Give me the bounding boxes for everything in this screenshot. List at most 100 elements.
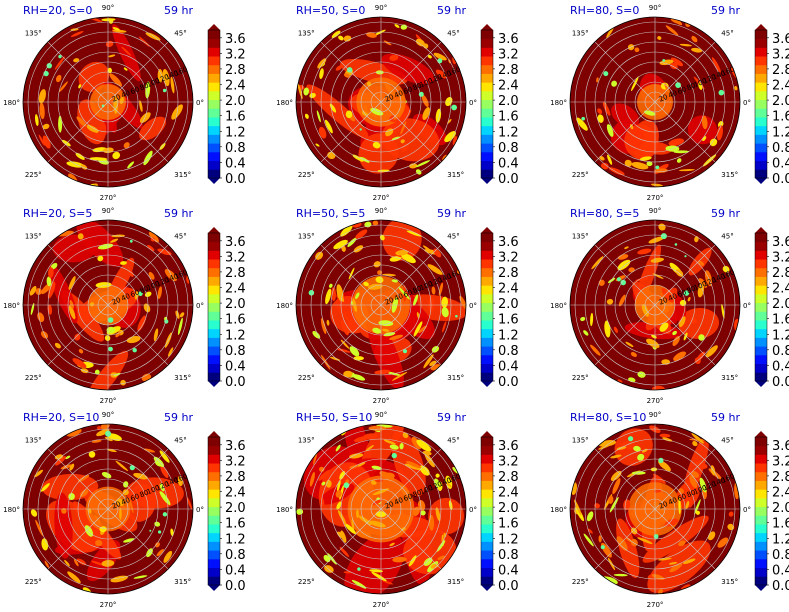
field-streak: [624, 159, 632, 167]
direction-label: 315°: [721, 171, 738, 179]
azimuth-spoke: [107, 41, 169, 103]
azimuth-spoke: [594, 304, 656, 366]
field-streak: [343, 35, 352, 42]
azimuth-spoke: [594, 448, 656, 510]
direction-label: 90°: [649, 4, 661, 12]
field-streak: [147, 244, 155, 252]
colorbar-segment: [208, 497, 220, 508]
colorbar-segment: [208, 47, 220, 57]
field-streak: [315, 143, 320, 147]
direction-label: 270°: [373, 397, 390, 405]
field-streak: [401, 142, 409, 152]
field-streak: [325, 288, 332, 305]
field-streak: [76, 558, 86, 566]
colorbar-tick-label: 2.8: [225, 266, 246, 281]
direction-label: 90°: [375, 4, 387, 12]
polar-frame: [295, 423, 467, 595]
field-streak: [80, 489, 89, 497]
field-streak: [415, 38, 425, 47]
field-streak: [409, 163, 418, 169]
colorbar-tick-label: 2.4: [225, 282, 246, 297]
colorbar-segment: [755, 550, 767, 560]
field-streak: [668, 138, 685, 146]
field-blob: [76, 220, 124, 267]
colorbar-segment: [481, 480, 493, 490]
colorbar-tick-label: 0.8: [225, 548, 246, 563]
field-streak: [372, 499, 383, 505]
field-blob: [624, 124, 659, 160]
field-streak: [709, 138, 718, 147]
field-streak: [606, 124, 614, 137]
colorbar-segment: [755, 567, 767, 577]
colorbar-segment: [755, 445, 767, 455]
field-streak: [382, 580, 394, 585]
direction-labels: 90° 45° 0° 315° 270° 225° 180° 135°: [276, 207, 477, 405]
field-streak: [340, 339, 350, 349]
field-streak: [331, 287, 337, 302]
colorbar-segment: [208, 250, 220, 260]
direction-labels: 90° 45° 0° 315° 270° 225° 180° 135°: [550, 4, 751, 202]
field-streak: [435, 507, 441, 522]
field-streak: [406, 230, 422, 237]
field-streak: [395, 250, 409, 256]
colorbar-segment: [755, 169, 767, 179]
colorbar-tick-label: 0.8: [772, 548, 789, 563]
field-blob: [340, 58, 408, 86]
field-streak: [365, 445, 374, 451]
field-streak: [69, 299, 74, 309]
field-streak: [422, 107, 430, 121]
direction-label: 225°: [25, 374, 42, 382]
field-streak: [74, 333, 81, 341]
colorbar-frame: [207, 436, 221, 586]
colorbar-tick-label: 2.8: [498, 266, 519, 281]
field-streak: [698, 260, 705, 266]
field-streak: [64, 559, 70, 567]
field-streak: [444, 131, 456, 143]
colorbar-segment: [755, 524, 767, 534]
field-streak: [651, 334, 657, 339]
colorbar-segment: [481, 445, 493, 455]
field-streak: [637, 248, 652, 255]
direction-labels: 90° 45° 0° 315° 270° 225° 180° 135°: [550, 207, 751, 405]
field-streak: [78, 348, 84, 354]
colorbar-segment: [481, 99, 493, 109]
radial-tick-label: 80: [412, 488, 423, 499]
field-streak: [42, 123, 50, 130]
field-streak: [373, 29, 386, 36]
field-streak: [345, 110, 353, 119]
colorbar-tick-label: 0.0: [772, 579, 789, 594]
field-streak: [68, 493, 75, 500]
colorbar-frame: [207, 29, 221, 179]
colorbar-tick-label: 1.6: [225, 313, 246, 328]
field-streak: [416, 311, 420, 319]
field-streak: [711, 57, 721, 73]
colorbar-tick-label: 1.6: [498, 313, 519, 328]
colorbar-segment: [755, 134, 767, 144]
field-streak: [340, 530, 347, 543]
field-streak: [694, 499, 701, 515]
field-streak: [650, 183, 664, 187]
colorbar-segment: [481, 143, 493, 153]
field-streak: [123, 67, 128, 71]
radial-tick-label: 60: [402, 492, 413, 503]
field-spot: [628, 436, 634, 442]
colorbar-tick-label: 3.2: [225, 454, 246, 469]
field-streak: [672, 330, 677, 336]
colorbar-frame: [754, 29, 768, 179]
colorbar-segment: [481, 108, 493, 118]
colorbar-segment: [481, 372, 493, 382]
field-streak: [315, 251, 324, 260]
direction-labels: 90° 45° 0° 315° 270° 225° 180° 135°: [276, 411, 477, 609]
panel-time: 59 hr: [711, 411, 740, 424]
direction-labels: 90° 45° 0° 315° 270° 225° 180° 135°: [3, 207, 204, 405]
colorbar-segment: [481, 567, 493, 577]
field-streak: [112, 29, 127, 33]
field-streak: [363, 281, 369, 287]
colorbar-tick-label: 2.4: [772, 486, 789, 501]
field-streak: [38, 89, 47, 104]
radial-tick-label: 20: [658, 93, 669, 104]
field-streak: [133, 575, 148, 579]
colorbar-segment: [755, 320, 767, 330]
field-streak: [156, 548, 164, 557]
